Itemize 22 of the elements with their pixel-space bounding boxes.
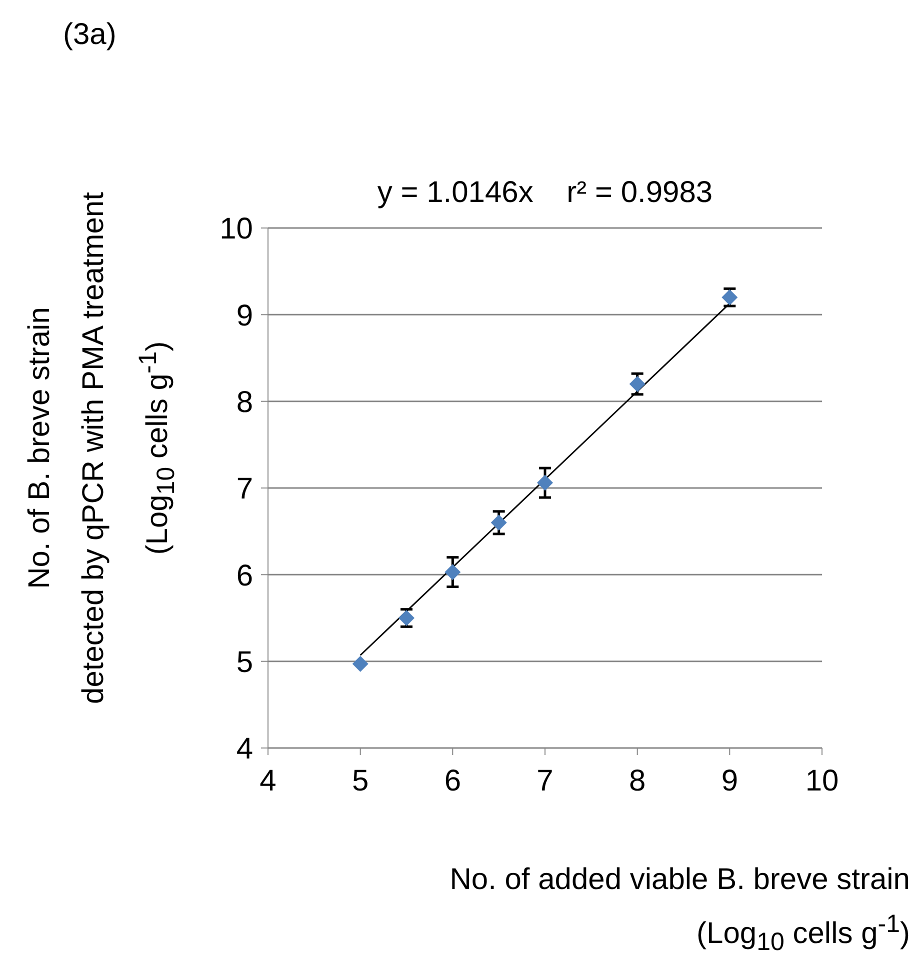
- x-tick-label: 5: [352, 764, 369, 798]
- x-tick-label: 10: [805, 764, 839, 798]
- point: [352, 656, 368, 672]
- y-tick-label: 5: [236, 646, 253, 679]
- y-tick-label: 8: [236, 386, 253, 419]
- point: [629, 376, 646, 392]
- y-tick-label: 9: [236, 299, 253, 332]
- x-axis-title: No. of added viable B. breve strain (Log$_{10}$ cells g$^{-1}$): [450, 862, 910, 958]
- x-tick-label: 6: [444, 764, 462, 798]
- chart-title: y = 1.0146x r² = 0.9983: [376, 176, 714, 210]
- x-tick-label: 9: [721, 764, 738, 798]
- y-tick-label: 4: [236, 732, 253, 766]
- y-tick-label: 10: [220, 212, 253, 246]
- point: [537, 474, 553, 491]
- y-tick-label: 7: [236, 472, 253, 506]
- x-tick-label: 7: [536, 764, 554, 798]
- x-tick-label: 4: [260, 764, 276, 798]
- text: (3a): [63, 18, 116, 52]
- point: [490, 514, 507, 531]
- y-tick-label: 6: [236, 559, 253, 592]
- x-tick-label: 8: [628, 764, 646, 798]
- point: [444, 564, 461, 580]
